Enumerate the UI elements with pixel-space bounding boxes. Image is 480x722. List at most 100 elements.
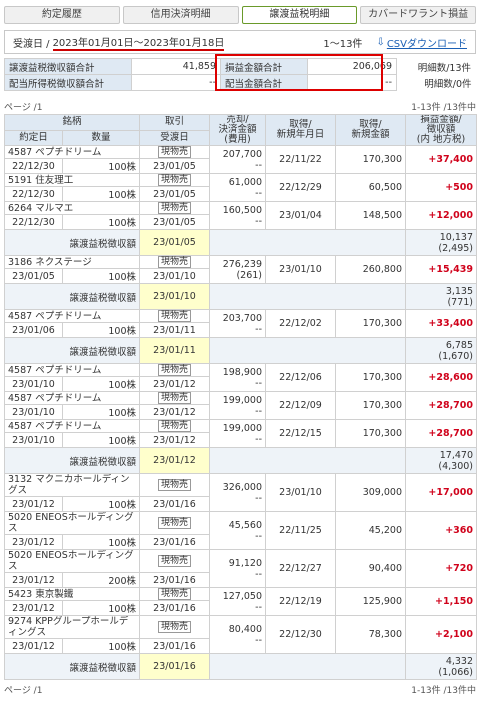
- trade-type-cell: 現物売: [139, 419, 211, 433]
- range-indicator-bottom: 1-13件 /13件中: [411, 686, 476, 696]
- pl-total-label: 損益金額合計: [220, 58, 308, 75]
- quantity: 100株: [61, 432, 141, 448]
- trade-type-cell: 現物売: [139, 587, 211, 601]
- table-row[interactable]: 4587 ペプチドリーム 現物売 207,700 -- 22/11/22 170,300 +…: [3, 145, 478, 174]
- table-row[interactable]: 3132 マクニカホールディングス 現物売 326,000 -- 23/01/10 309…: [3, 473, 478, 512]
- summary-panel: 譲渡益税徴収額合計 41,859 損益金額合計 206,069 明細数/13件 …: [4, 54, 476, 92]
- delivery-date: 23/01/12: [139, 376, 211, 392]
- trade-date: 23/01/10: [4, 376, 63, 392]
- acq-cost: 125,900: [335, 587, 407, 616]
- acq-cost: 45,200: [335, 511, 407, 550]
- tab-capital-gains-tax[interactable]: 譲渡益税明細: [241, 6, 358, 24]
- profit-loss: +28,600: [405, 363, 478, 392]
- tab-bar: 約定履歴 信用決済明細 譲渡益税明細 カバードワラント損益: [0, 0, 480, 24]
- subtotal-tax: 6,785 (1,670): [405, 337, 478, 364]
- stock-name[interactable]: 4587 ペプチドリーム: [3, 391, 141, 405]
- delivery-date: 23/01/12: [139, 404, 211, 420]
- table-row[interactable]: 4587 ペプチドリーム 現物売 199,000 -- 22/12/15 170,300 +…: [3, 419, 478, 448]
- acq-date: 22/12/19: [265, 587, 337, 616]
- trade-type-cell: 現物売: [139, 309, 211, 323]
- delivery-date: 23/01/05: [139, 214, 211, 230]
- delivery-date: 23/01/16: [139, 638, 211, 654]
- acq-cost: 170,300: [335, 145, 407, 174]
- tab-margin-settlement[interactable]: 信用決済明細: [122, 6, 239, 24]
- acq-date: 22/12/29: [265, 173, 337, 202]
- sell-amount: 207,700 --: [209, 145, 267, 174]
- stock-name[interactable]: 5020 ENEOSホールディングス: [3, 549, 141, 573]
- subtotal-row: 譲渡益税徴収額 23/01/12 17,470 (4,300): [3, 447, 478, 474]
- trade-type-badge: 現物売: [158, 420, 192, 432]
- table-row[interactable]: 6264 マルマエ 現物売 160,500 -- 23/01/04 148,500 +12,…: [3, 201, 478, 230]
- stock-name[interactable]: 5423 東京製鐵: [3, 587, 141, 601]
- header-pl: 損益金額/ 徴収額 (内 地方税): [405, 114, 478, 146]
- sell-amount: 326,000 --: [209, 473, 267, 512]
- table-row[interactable]: 5191 住友理工 現物売 61,000 -- 22/12/29 60,500 +500: [3, 173, 478, 202]
- period-dates: 2023年01月01日～2023年01月18日: [52, 34, 225, 51]
- stock-name[interactable]: 3132 マクニカホールディングス: [3, 473, 141, 497]
- subtotal-spacer: [209, 337, 407, 364]
- table-row-sub: 23/01/10 100株 23/01/12: [4, 376, 477, 392]
- table-row[interactable]: 4587 ペプチドリーム 現物売 198,900 -- 22/12/06 170,300 +…: [3, 363, 478, 392]
- stock-name[interactable]: 5191 住友理工: [3, 173, 141, 187]
- stock-name[interactable]: 4587 ペプチドリーム: [3, 363, 141, 377]
- quantity: 200株: [61, 572, 141, 588]
- stock-name[interactable]: 9274 KPPグループホールディングス: [3, 615, 141, 639]
- subtotal-tax: 3,135 (771): [405, 283, 478, 310]
- table-row-sub: 22/12/30 100株 23/01/05: [4, 186, 477, 202]
- table-row[interactable]: 5020 ENEOSホールディングス 現物売 45,560 -- 22/11/25 45,…: [3, 511, 478, 550]
- tax-total-label: 譲渡益税徴収額合計: [4, 58, 132, 75]
- table-row[interactable]: 5423 東京製鐵 現物売 127,050 -- 22/12/19 125,900 +1,1…: [3, 587, 478, 616]
- profit-loss: +33,400: [405, 309, 478, 338]
- subtotal-label: 譲渡益税徴収額: [3, 337, 141, 364]
- subtotal-tax: 4,332 (1,066): [405, 653, 478, 680]
- tab-covered-warrant[interactable]: カバードワラント損益: [360, 6, 476, 24]
- subtotal-spacer: [209, 229, 407, 256]
- csv-download-link[interactable]: CSVダウンロード: [386, 38, 467, 50]
- tax-total-value: 41,859: [131, 58, 221, 75]
- trade-type-cell: 現物売: [139, 549, 211, 573]
- table-row[interactable]: 3186 ネクステージ 現物売 276,239 (261) 23/01/10 260,80…: [3, 255, 478, 284]
- delivery-date: 23/01/16: [139, 572, 211, 588]
- trade-date: 23/01/12: [4, 638, 63, 654]
- trade-type-badge: 現物売: [158, 517, 192, 529]
- subtotal-label: 譲渡益税徴収額: [3, 447, 141, 474]
- trade-date: 23/01/05: [4, 268, 63, 284]
- trade-type-badge: 現物売: [158, 479, 192, 491]
- delivery-date: 23/01/16: [139, 534, 211, 550]
- trade-type-badge: 現物売: [158, 174, 192, 186]
- acq-date: 22/12/06: [265, 363, 337, 392]
- table-row[interactable]: 9274 KPPグループホールディングス 現物売 80,400 -- 22/12/30 7…: [3, 615, 478, 654]
- trade-type-cell: 現物売: [139, 255, 211, 269]
- sell-amount: 160,500 --: [209, 201, 267, 230]
- stock-name[interactable]: 3186 ネクステージ: [3, 255, 141, 269]
- div-total-label: 配当金額合計: [220, 74, 308, 91]
- tab-trade-history[interactable]: 約定履歴: [4, 6, 120, 24]
- trade-date: 23/01/06: [4, 322, 63, 338]
- acq-date: 22/12/02: [265, 309, 337, 338]
- profit-loss: +1,150: [405, 587, 478, 616]
- table-row-sub: 23/01/12 100株 23/01/16: [4, 496, 477, 512]
- trade-type-badge: 現物売: [158, 621, 192, 633]
- header-ukewatashi: 受渡日: [139, 129, 211, 146]
- detail-table: 銘柄 取引 売却/ 決済金額 (費用) 取得/ 新規年月日 取得/ 新規金額 損…: [3, 114, 478, 680]
- profit-loss: +15,439: [405, 255, 478, 284]
- quantity: 100株: [61, 534, 141, 550]
- table-row-sub: 23/01/06 100株 23/01/11: [4, 322, 477, 338]
- table-row[interactable]: 4587 ペプチドリーム 現物売 203,700 -- 22/12/02 170,300 +…: [3, 309, 478, 338]
- trade-type-cell: 現物売: [139, 615, 211, 639]
- header-acq-date: 取得/ 新規年月日: [265, 114, 337, 146]
- stock-name[interactable]: 5020 ENEOSホールディングス: [3, 511, 141, 535]
- stock-name[interactable]: 4587 ペプチドリーム: [3, 145, 141, 159]
- header-torihiki: 取引: [139, 114, 211, 131]
- table-row[interactable]: 4587 ペプチドリーム 現物売 199,000 -- 22/12/09 170,300 +…: [3, 391, 478, 420]
- subtotal-spacer: [209, 653, 407, 680]
- profit-loss: +17,000: [405, 473, 478, 512]
- stock-name[interactable]: 4587 ペプチドリーム: [3, 309, 141, 323]
- acq-date: 23/01/10: [265, 255, 337, 284]
- download-icon[interactable]: ⇩: [376, 36, 385, 48]
- stock-name[interactable]: 6264 マルマエ: [3, 201, 141, 215]
- pl-total-value: 206,069: [307, 58, 397, 75]
- table-row[interactable]: 5020 ENEOSホールディングス 現物売 91,120 -- 22/12/27 90,…: [3, 549, 478, 588]
- stock-name[interactable]: 4587 ペプチドリーム: [3, 419, 141, 433]
- sell-amount: 199,000 --: [209, 391, 267, 420]
